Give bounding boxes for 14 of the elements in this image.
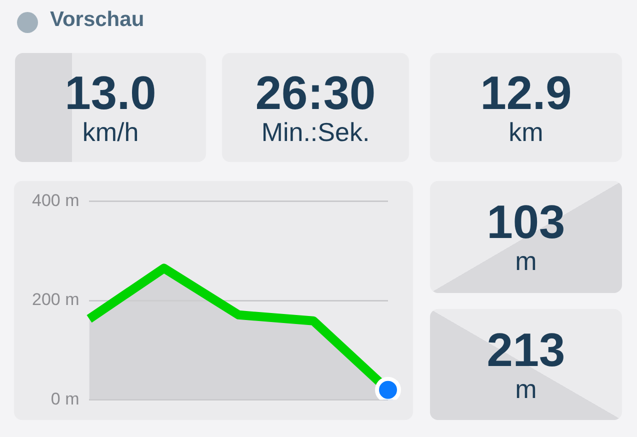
y-tick-label: 0 m bbox=[50, 389, 80, 408]
text: 213 bbox=[486, 322, 566, 376]
chart-title: Vorschau bbox=[50, 8, 144, 32]
text: Min.:Sek. bbox=[261, 116, 370, 146]
text: km bbox=[508, 116, 544, 146]
text: km/h bbox=[82, 116, 139, 146]
text: 12.9 bbox=[480, 66, 572, 118]
text: 13.0 bbox=[64, 66, 156, 118]
text: 103 bbox=[486, 195, 566, 248]
y-tick-label: 200 m bbox=[32, 290, 80, 310]
text: m bbox=[515, 374, 537, 404]
y-tick-label: 400 m bbox=[32, 190, 80, 210]
text: m bbox=[515, 246, 537, 276]
text: 26:30 bbox=[255, 66, 376, 118]
